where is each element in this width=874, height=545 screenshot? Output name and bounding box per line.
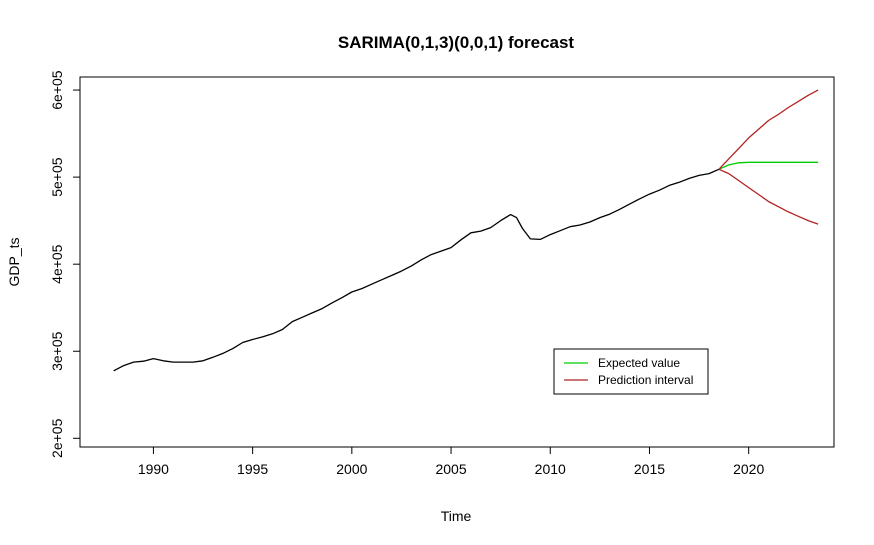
y-tick-label: 6e+05 bbox=[49, 70, 65, 110]
legend: Expected value Prediction interval bbox=[553, 348, 709, 395]
series-lower-line bbox=[718, 168, 819, 225]
y-axis: 2e+05 3e+05 4e+05 5e+05 6e+05 bbox=[49, 70, 80, 458]
legend-label-expected: Expected value bbox=[598, 356, 680, 370]
series-layer bbox=[113, 89, 819, 372]
x-axis: 1990 1995 2000 2005 2010 2015 2020 bbox=[138, 447, 764, 477]
plot-frame bbox=[79, 76, 835, 448]
x-tick-label: 2005 bbox=[435, 461, 466, 477]
x-tick-label: 1995 bbox=[237, 461, 268, 477]
y-tick-label: 4e+05 bbox=[49, 244, 65, 284]
x-axis-title: Time bbox=[441, 508, 472, 524]
legend-label-prediction: Prediction interval bbox=[598, 373, 693, 387]
x-tick-label: 2010 bbox=[535, 461, 566, 477]
chart-title: SARIMA(0,1,3)(0,0,1) forecast bbox=[338, 33, 575, 52]
x-tick-label: 2020 bbox=[733, 461, 764, 477]
series-observed-line bbox=[113, 168, 720, 372]
x-tick-label: 2015 bbox=[634, 461, 665, 477]
y-tick-label: 2e+05 bbox=[49, 418, 65, 458]
y-tick-label: 3e+05 bbox=[49, 331, 65, 371]
legend-box bbox=[553, 348, 709, 395]
series-expected-line bbox=[718, 161, 819, 170]
x-tick-label: 1990 bbox=[138, 461, 169, 477]
x-tick-label: 2000 bbox=[336, 461, 367, 477]
y-axis-title: GDP_ts bbox=[6, 237, 22, 286]
series-upper-line bbox=[718, 89, 819, 170]
y-tick-label: 5e+05 bbox=[49, 157, 65, 197]
